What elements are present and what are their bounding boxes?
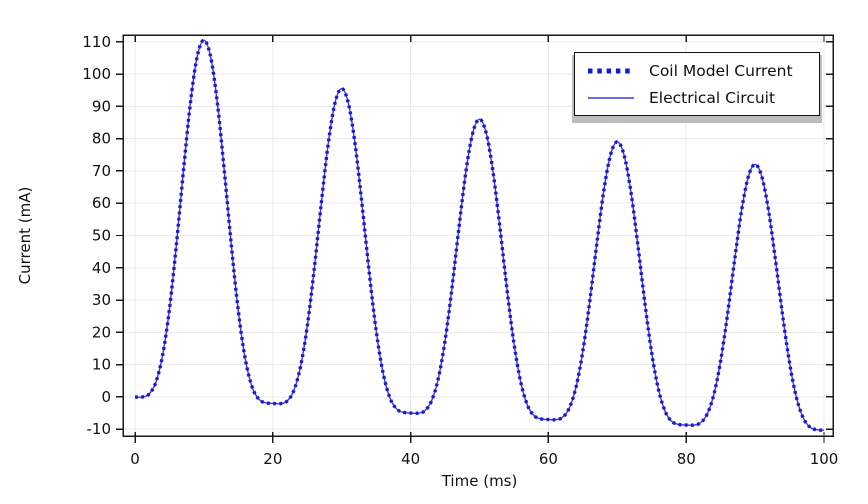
- series-dotted-curve: [134, 38, 825, 432]
- x-tick-label: 80: [677, 450, 696, 468]
- legend-item-coil-model-current: Coil Model Current: [585, 59, 809, 83]
- x-tick-label: 60: [539, 450, 558, 468]
- y-tick-label: 90: [92, 97, 111, 115]
- legend-label: Coil Model Current: [649, 61, 793, 80]
- y-tick-label: 30: [92, 291, 111, 309]
- x-tick-label: 0: [130, 450, 140, 468]
- y-axis-title: Current (mA): [16, 187, 34, 285]
- y-tick-label: 100: [82, 65, 111, 83]
- x-tick-label: 20: [263, 450, 282, 468]
- x-tick-label: 40: [401, 450, 420, 468]
- solid-line-sample-icon: [585, 94, 637, 102]
- y-tick-label: 70: [92, 162, 111, 180]
- y-tick-label: 0: [101, 388, 111, 406]
- y-tick-label: 60: [92, 194, 111, 212]
- y-tick-label: 50: [92, 227, 111, 245]
- y-tick-label: -10: [87, 420, 112, 438]
- x-tick-label: 100: [810, 450, 839, 468]
- y-tick-label: 20: [92, 323, 111, 341]
- legend-label: Electrical Circuit: [649, 88, 776, 107]
- x-axis-title: Time (ms): [441, 472, 518, 490]
- y-tick-label: 80: [92, 130, 111, 148]
- legend: Coil Model Current Electrical Circuit: [574, 52, 820, 116]
- y-tick-label: 10: [92, 356, 111, 374]
- y-tick-label: 110: [82, 33, 111, 51]
- dotted-line-sample-icon: [585, 67, 637, 75]
- legend-item-electrical-circuit: Electrical Circuit: [585, 86, 809, 110]
- y-tick-label: 40: [92, 259, 111, 277]
